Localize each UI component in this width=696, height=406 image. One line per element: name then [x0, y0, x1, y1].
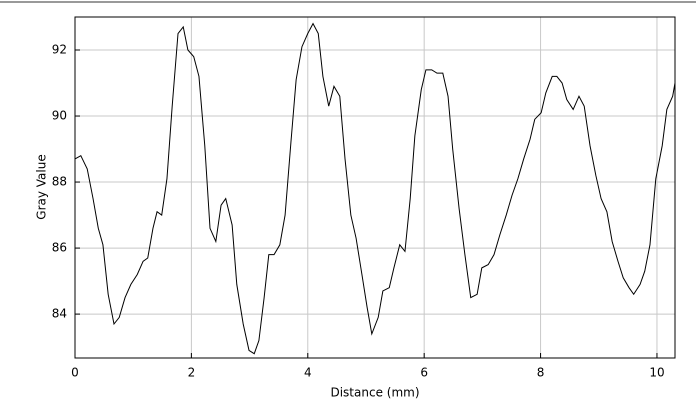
profile-line	[74, 22, 676, 355]
x-tick-label: 8	[537, 366, 545, 380]
y-tick-label: 88	[52, 175, 67, 189]
y-tick-label: 84	[52, 307, 67, 321]
y-axis-label: Gray Value	[35, 154, 49, 219]
x-tick-label: 4	[304, 366, 312, 380]
x-tick-label: 0	[71, 366, 79, 380]
plot-frame	[74, 16, 676, 359]
x-tick-label: 6	[420, 366, 428, 380]
y-tick-label: 86	[52, 241, 67, 255]
x-tick-label: 10	[649, 366, 664, 380]
y-tick-label: 92	[52, 43, 67, 57]
x-axis-label: Distance (mm)	[330, 386, 419, 400]
x-tick-label: 2	[188, 366, 196, 380]
y-tick-label: 90	[52, 109, 67, 123]
